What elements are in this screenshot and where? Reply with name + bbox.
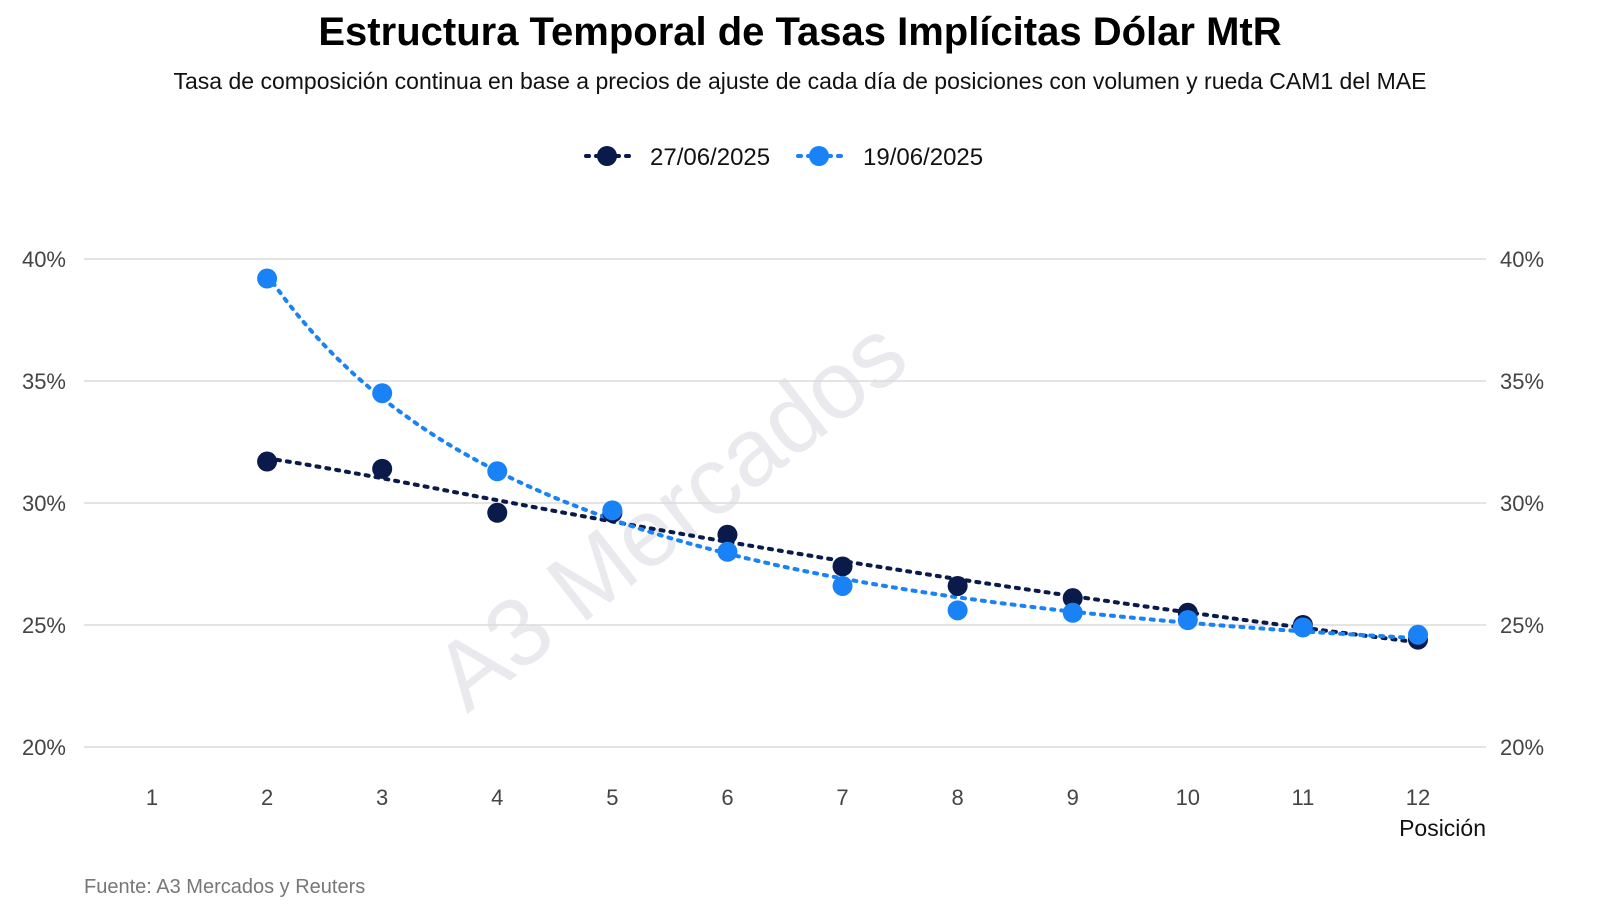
legend-label: 27/06/2025 [650,144,770,171]
data-point-series-1 [717,524,738,545]
data-point-series-1 [947,575,968,596]
legend-label: 19/06/2025 [863,144,983,171]
x-tick-label: 8 [952,785,964,810]
data-point-series-2 [257,268,278,289]
data-point-series-1 [372,458,393,479]
data-point-series-1 [1062,588,1083,609]
legend-marker-icon [809,146,829,166]
x-tick-label: 2 [261,785,273,810]
data-point-series-2 [487,461,508,482]
y-tick-label-left: 30% [22,491,66,516]
chart-subtitle: Tasa de composición continua en base a p… [173,68,1427,94]
data-point-series-1 [832,556,853,577]
data-point-series-1 [257,451,278,472]
legend-item: 19/06/2025 [796,144,983,171]
x-tick-label: 1 [146,785,158,810]
x-tick-label: 12 [1406,785,1430,810]
y-tick-label-left: 40% [22,247,66,272]
data-point-series-2 [1177,610,1198,631]
x-tick-label: 10 [1176,785,1200,810]
x-tick-label: 7 [836,785,848,810]
data-point-series-2 [717,541,738,562]
y-tick-label-left: 25% [22,613,66,638]
x-tick-label: 3 [376,785,388,810]
x-axis-title: Posición [1399,815,1486,841]
data-point-series-2 [1292,617,1313,638]
x-tick-label: 11 [1291,785,1314,810]
y-tick-label-right: 20% [1500,735,1544,760]
data-point-series-2 [372,383,393,404]
data-point-series-2 [602,500,623,521]
x-tick-label: 4 [491,785,503,810]
y-tick-label-left: 35% [22,369,66,394]
x-tick-label: 5 [606,785,618,810]
y-tick-label-left: 20% [22,735,66,760]
trendline-series-1 [265,456,1420,645]
data-point-series-2 [1408,624,1428,645]
y-tick-label-right: 30% [1500,491,1544,516]
data-point-series-2 [947,600,968,621]
x-tick-label: 6 [721,785,733,810]
chart-title: Estructura Temporal de Tasas Implícitas … [318,10,1282,54]
y-tick-label-right: 35% [1500,369,1544,394]
data-point-series-2 [832,575,853,596]
x-tick-label: 9 [1067,785,1079,810]
data-point-series-1 [487,502,508,523]
legend-item: 27/06/2025 [584,144,770,171]
legend-marker-icon [597,146,617,166]
data-point-series-2 [1062,602,1083,623]
y-tick-label-right: 25% [1500,613,1544,638]
y-tick-label-right: 40% [1500,247,1544,272]
source-note: Fuente: A3 Mercados y Reuters [84,876,366,898]
